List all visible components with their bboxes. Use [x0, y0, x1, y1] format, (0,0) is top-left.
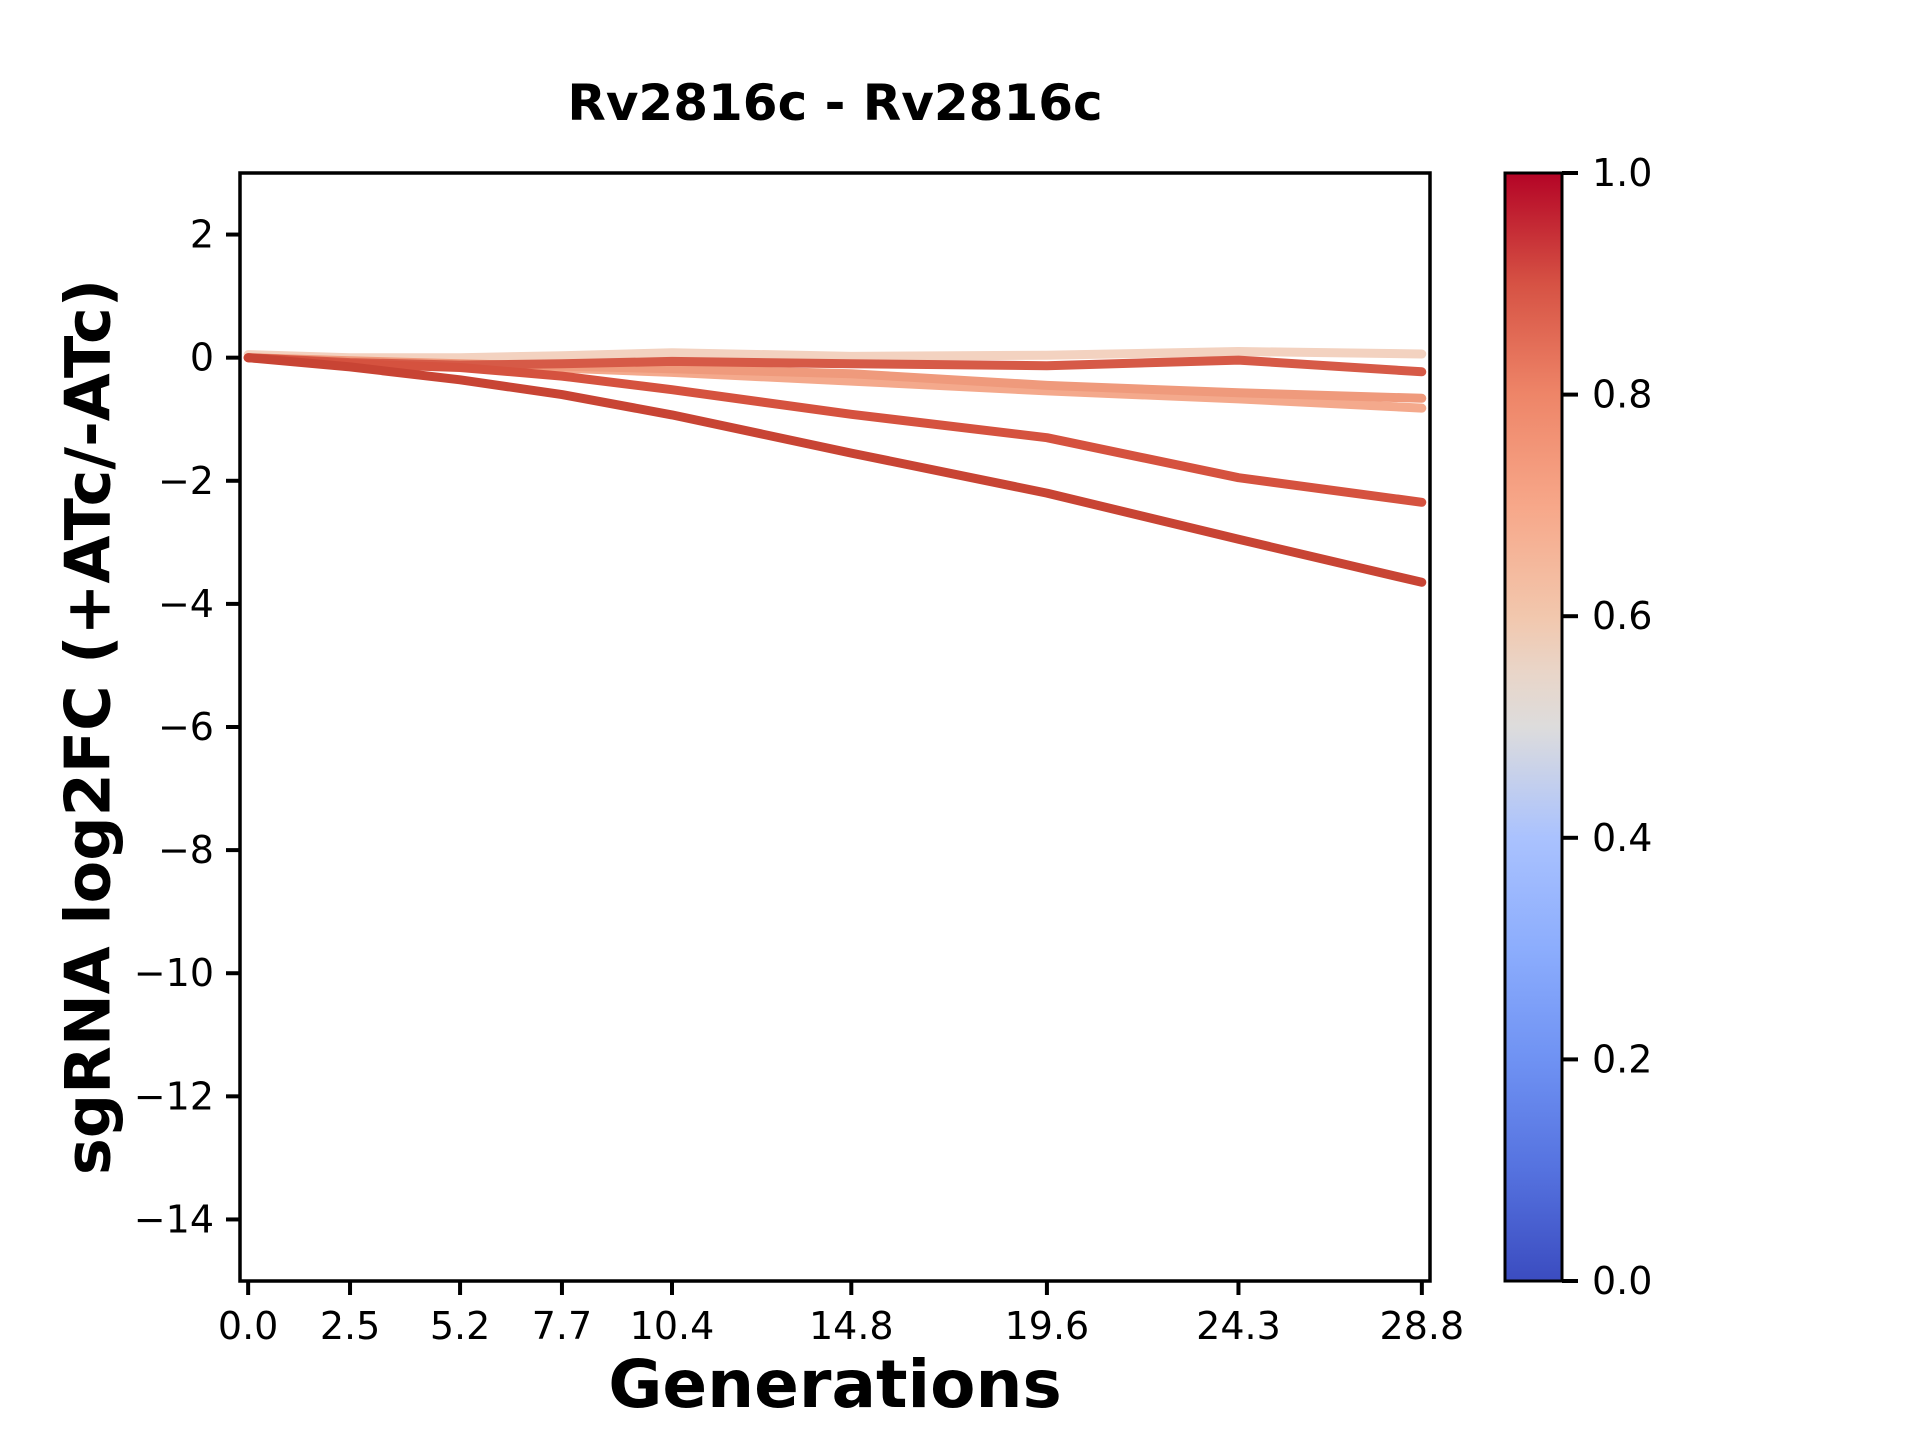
- x-axis-label: Generations: [608, 1346, 1062, 1423]
- y-tick-label: 2: [190, 213, 214, 257]
- series-line-sgRNA-5: [243, 353, 1427, 507]
- chart-title: Rv2816c - Rv2816c: [567, 74, 1103, 132]
- colorbar-tick-label: 0.2: [1592, 1037, 1652, 1081]
- x-tick-label: 0.0: [218, 1304, 278, 1348]
- y-tick-label: −12: [134, 1074, 214, 1118]
- colorbar-tick-label: 0.4: [1592, 816, 1652, 860]
- x-tick-label: 28.8: [1380, 1304, 1465, 1348]
- colorbar-gradient: [1505, 173, 1562, 1281]
- x-tick-label: 7.7: [532, 1304, 592, 1348]
- y-tick-label: −2: [158, 459, 214, 503]
- y-tick-label: −6: [158, 705, 214, 749]
- axes-frame: [238, 171, 1432, 1283]
- colorbar-ticks: 0.0 0.2 0.4 0.6 0.8 1.0: [1562, 151, 1652, 1303]
- x-tick-label: 19.6: [1005, 1304, 1090, 1348]
- series-line-sgRNA-6: [243, 353, 1427, 587]
- x-tick-label: 5.2: [430, 1304, 490, 1348]
- y-tick-label: −4: [158, 582, 214, 626]
- y-axis-ticks: 2 0 −2 −4 −6 −8 −10 −12 −14: [134, 213, 240, 1241]
- x-tick-label: 14.8: [809, 1304, 894, 1348]
- y-tick-label: −10: [134, 951, 214, 995]
- colorbar-tick-label: 0.8: [1592, 373, 1652, 417]
- x-axis-ticks: 0.0 2.5 5.2 7.7 10.4 14.8 19.6 24.3 28.8: [218, 1281, 1464, 1348]
- colorbar-tick-label: 1.0: [1592, 151, 1652, 195]
- colorbar-tick-label: 0.0: [1592, 1259, 1652, 1303]
- x-tick-label: 24.3: [1196, 1304, 1281, 1348]
- y-tick-label: 0: [190, 336, 214, 380]
- series-lines: [243, 347, 1427, 587]
- y-tick-label: −8: [158, 828, 214, 872]
- colorbar-tick-label: 0.6: [1592, 594, 1652, 638]
- x-tick-label: 2.5: [320, 1304, 380, 1348]
- y-tick-label: −14: [134, 1197, 214, 1241]
- colorbar-frame: [1503, 171, 1564, 1283]
- x-tick-label: 10.4: [630, 1304, 715, 1348]
